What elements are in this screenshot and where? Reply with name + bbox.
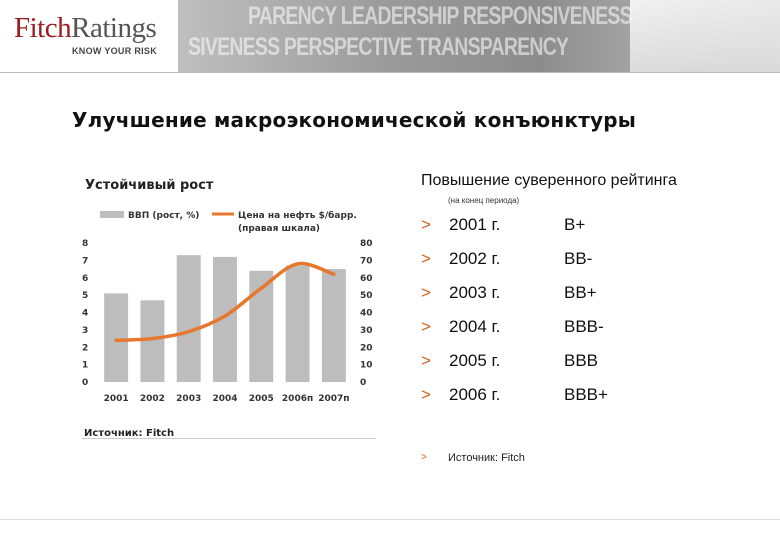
- logo-tagline: KNOW YOUR RISK: [72, 46, 158, 56]
- growth-chart: ВВП (рост, %) Цена на нефть $/барр. (пра…: [82, 210, 373, 404]
- gdp-bar: [321, 269, 346, 382]
- x-tick-label: 2004: [212, 394, 237, 404]
- logo-ratings-text: Ratings: [71, 12, 157, 44]
- y-left-tick-label: 2: [82, 343, 88, 353]
- y-left-tick-label: 5: [82, 291, 88, 301]
- rating-source: Источник: Fitch: [448, 452, 525, 464]
- y-left-tick-label: 3: [82, 326, 88, 336]
- logo-fitch-text: Fitch: [14, 12, 72, 44]
- y-left-tick-label: 1: [82, 361, 88, 371]
- rating-year: 2003 г.: [449, 283, 501, 302]
- page-title: Улучшение макроэкономической конъюнктуры: [72, 108, 637, 132]
- y-right-tick-label: 0: [360, 378, 366, 388]
- rating-grade: BB+: [564, 283, 597, 302]
- y-left-tick-label: 8: [82, 239, 88, 249]
- banner-image: PARENCY LEADERSHIP RESPONSIVENESS SIVENE…: [178, 0, 780, 72]
- x-tick-label: 2002: [140, 394, 165, 404]
- rating-year: 2001 г.: [449, 215, 501, 234]
- chart-bottom-divider: [82, 438, 376, 439]
- oil-price-line: [114, 261, 336, 343]
- chart-title: Устойчивый рост: [85, 178, 214, 193]
- rating-row: > 2005 г. BBB: [421, 351, 741, 381]
- y-right-tick-label: 10: [360, 361, 373, 371]
- rating-year: 2002 г.: [449, 249, 501, 268]
- y-left-tick-label: 4: [82, 309, 88, 319]
- y-right-tick-label: 60: [360, 274, 373, 284]
- x-tick-label: 2006п: [282, 394, 313, 404]
- rating-row: > 2003 г. BB+: [421, 283, 741, 313]
- x-tick-label: 2005: [249, 394, 274, 404]
- x-tick-label: 2003: [176, 394, 201, 404]
- rating-grade: BBB+: [564, 385, 608, 404]
- rating-year: 2005 г.: [449, 351, 501, 370]
- banner-paper-graphic: [630, 0, 780, 72]
- rating-grade: BBB-: [564, 317, 604, 336]
- legend-bar-label: ВВП (рост, %): [128, 211, 199, 221]
- header-banner: FitchRatings KNOW YOUR RISK PARENCY LEAD…: [0, 0, 780, 72]
- rating-row: > 2001 г. B+: [421, 215, 741, 245]
- gdp-bar: [176, 255, 201, 382]
- legend-line-label-2: (правая шкала): [238, 224, 320, 234]
- rating-grade: BB-: [564, 249, 593, 268]
- rating-grade: BBB: [564, 351, 599, 370]
- y-right-tick-label: 50: [360, 291, 373, 301]
- y-right-tick-label: 30: [360, 326, 373, 336]
- chart-source: Источник: Fitch: [84, 428, 175, 439]
- y-left-tick-label: 0: [82, 378, 88, 388]
- rating-row: > 2004 г. BBB-: [421, 317, 741, 347]
- y-left-tick-label: 7: [82, 256, 88, 266]
- gdp-bar: [140, 300, 165, 382]
- y-right-tick-label: 20: [360, 343, 373, 353]
- chevron-right-icon: >: [421, 317, 431, 336]
- y-right-tick-label: 80: [360, 239, 373, 249]
- chevron-right-icon: >: [421, 452, 427, 463]
- gdp-bar: [249, 270, 274, 382]
- footer-divider: [0, 519, 780, 520]
- legend-bar-swatch: [100, 211, 124, 218]
- y-right-tick-label: 70: [360, 256, 373, 266]
- rating-row: > 2002 г. BB-: [421, 249, 741, 279]
- chevron-right-icon: >: [421, 215, 431, 234]
- header-divider: [0, 72, 780, 73]
- rating-panel-title: Повышение суверенного рейтинга: [421, 172, 677, 189]
- gdp-bar: [213, 256, 237, 382]
- rating-year: 2006 г.: [449, 385, 501, 404]
- y-right-tick-label: 40: [360, 309, 373, 319]
- chevron-right-icon: >: [421, 283, 431, 302]
- legend-line-label-1: Цена на нефть $/барр.: [238, 210, 357, 221]
- fitch-ratings-logo: FitchRatings: [14, 12, 157, 45]
- rating-grade: B+: [564, 215, 586, 234]
- chevron-right-icon: >: [421, 385, 431, 404]
- y-left-tick-label: 6: [82, 274, 88, 284]
- gdp-bar: [104, 293, 129, 382]
- rating-panel-subtitle: (на конец периода): [448, 196, 520, 205]
- gdp-bar: [285, 265, 310, 382]
- chevron-right-icon: >: [421, 249, 431, 268]
- chevron-right-icon: >: [421, 351, 431, 370]
- rating-row: > 2006 г. BBB+: [421, 385, 741, 415]
- rating-year: 2004 г.: [449, 317, 501, 336]
- banner-text-line-2: SIVENESS PERSPECTIVE TRANSPARENCY: [188, 33, 569, 61]
- x-tick-label: 2001: [104, 394, 129, 404]
- x-tick-label: 2007п: [318, 394, 349, 404]
- banner-text-line-1: PARENCY LEADERSHIP RESPONSIVENESS: [248, 2, 633, 30]
